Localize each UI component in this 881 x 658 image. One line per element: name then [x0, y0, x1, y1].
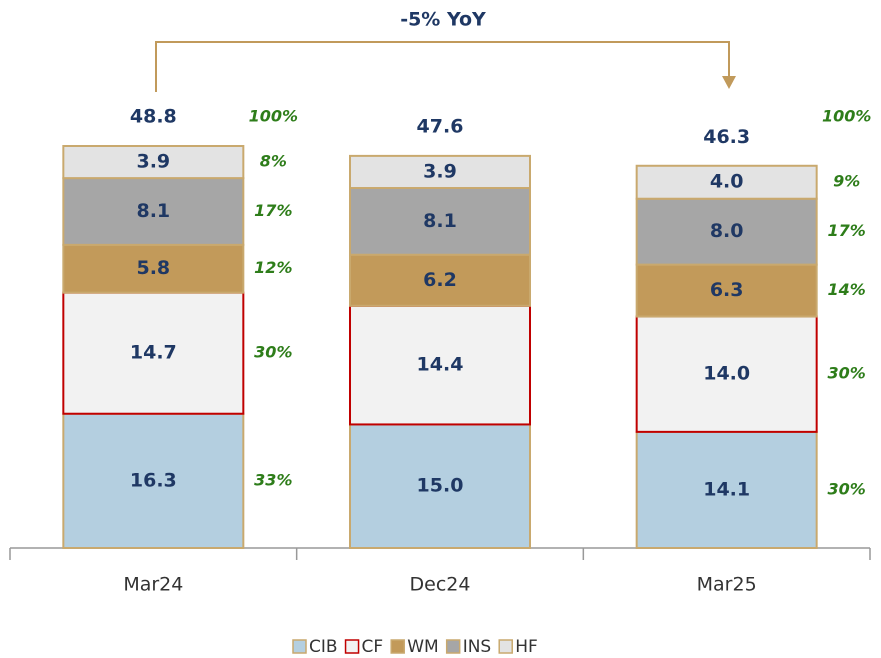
x-tick-label: Dec24	[410, 574, 471, 596]
value-label: 14.4	[417, 354, 464, 376]
value-label: 14.7	[130, 342, 177, 364]
total-label: 48.8	[130, 106, 177, 128]
share-label: 30%	[254, 343, 292, 362]
share-label: 30%	[828, 364, 866, 383]
share-label: 17%	[254, 201, 292, 220]
legend-swatch	[292, 639, 307, 654]
value-label: 5.8	[136, 257, 170, 279]
bar-segment	[62, 412, 245, 549]
total-share-label: 100%	[249, 107, 298, 126]
bar-segment	[635, 315, 818, 433]
legend-swatch	[390, 639, 405, 654]
value-label: 14.1	[703, 478, 750, 500]
share-label: 9%	[833, 172, 860, 191]
annotation: -5% YoY	[400, 9, 486, 31]
total-label: 47.6	[417, 115, 464, 137]
legend-label: INS	[463, 637, 492, 657]
value-label: 3.9	[423, 160, 457, 182]
value-label: 8.1	[136, 200, 170, 222]
total-label: 46.3	[703, 126, 750, 148]
legend-swatch	[498, 639, 513, 654]
bar-segment	[635, 164, 818, 200]
value-label: 14.0	[703, 363, 750, 385]
legend-label: CF	[362, 637, 384, 657]
bar-segment	[62, 145, 245, 180]
share-label: 33%	[254, 470, 292, 489]
value-label: 4.0	[710, 171, 744, 193]
bar-segment	[635, 263, 818, 318]
share-label: 12%	[254, 258, 292, 277]
value-label: 6.2	[423, 269, 457, 291]
share-label: 30%	[828, 479, 866, 498]
legend-swatch	[344, 639, 360, 654]
share-label: 17%	[828, 221, 866, 240]
value-label: 6.3	[710, 279, 744, 301]
share-label: 14%	[828, 280, 866, 299]
bar-segment	[349, 187, 531, 256]
bar-segment	[349, 253, 531, 307]
bar-segment	[62, 291, 245, 415]
x-tick-label: Mar24	[123, 574, 183, 596]
x-tick-label: Mar25	[697, 574, 757, 596]
legend-label: WM	[407, 637, 438, 657]
bracket	[155, 41, 730, 92]
value-label: 15.0	[417, 475, 464, 497]
value-label: 8.1	[423, 210, 457, 232]
bar-segment	[635, 430, 818, 549]
value-label: 3.9	[136, 151, 170, 173]
bar-segment	[349, 154, 531, 190]
legend-label: CIB	[309, 637, 338, 657]
bar-segment	[349, 304, 531, 426]
share-label: 8%	[260, 152, 287, 171]
value-label: 8.0	[710, 220, 744, 242]
value-label: 16.3	[130, 469, 177, 491]
arrow-head	[722, 76, 736, 89]
legend-label: HF	[515, 637, 538, 657]
legend-swatch	[445, 639, 461, 654]
total-share-label: 100%	[822, 107, 871, 126]
bar-segment	[635, 197, 818, 266]
